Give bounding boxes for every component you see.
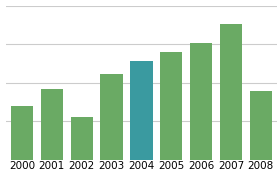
Bar bbox=[160, 52, 183, 160]
Bar bbox=[249, 90, 272, 160]
Bar bbox=[220, 24, 242, 160]
Bar bbox=[190, 43, 212, 160]
Bar bbox=[130, 61, 153, 160]
Bar bbox=[100, 74, 123, 160]
Bar bbox=[71, 117, 93, 160]
Bar bbox=[41, 89, 63, 160]
Bar bbox=[11, 106, 33, 160]
